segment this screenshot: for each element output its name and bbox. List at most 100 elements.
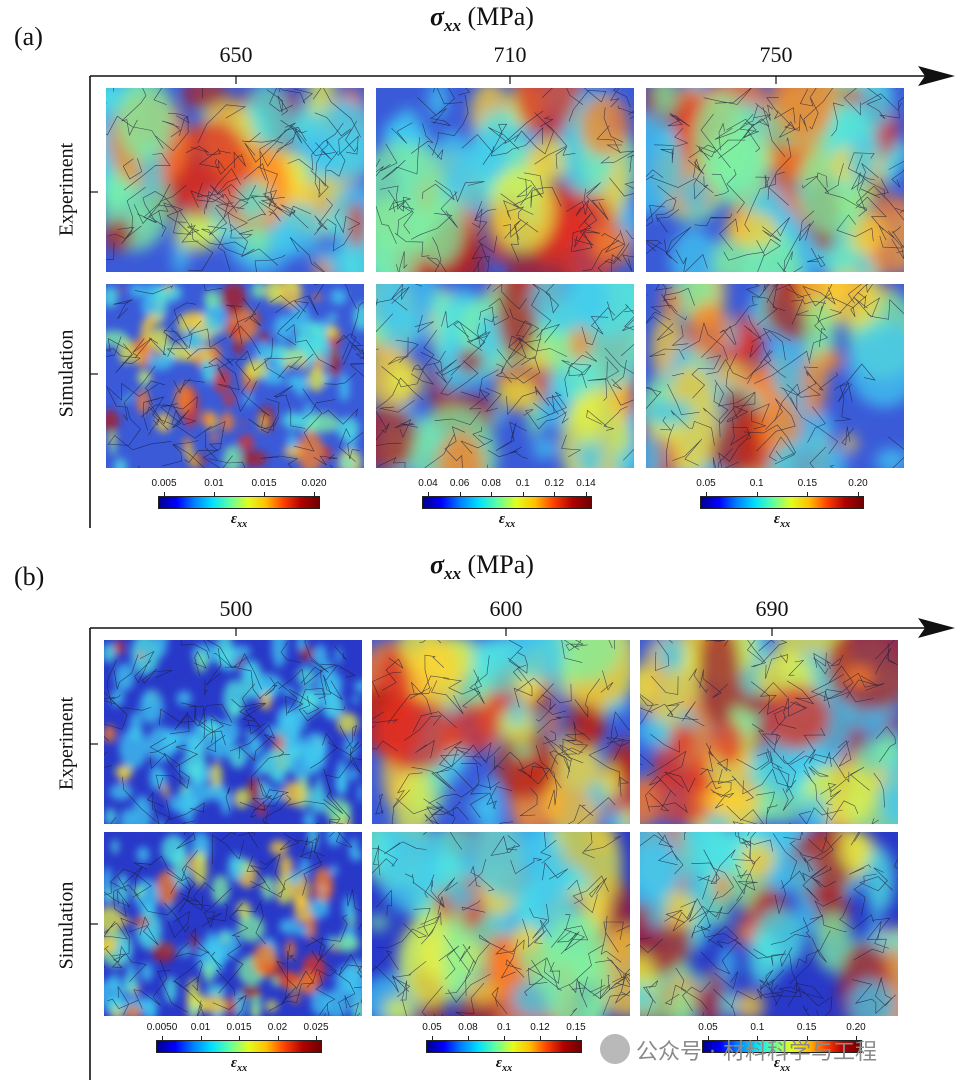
colorbar-tick-label: 0.20 bbox=[848, 478, 868, 489]
colorbar-a-2: 0.04 0.06 0.08 0.1 0.12 0.14 εxx bbox=[418, 478, 596, 538]
colorbar-tick-label: 0.15 bbox=[797, 478, 818, 489]
colorbar-tick-label: 0.01 bbox=[204, 478, 224, 489]
colorbar-tick-mark bbox=[576, 1036, 577, 1040]
colorbar-label: εxx bbox=[498, 511, 516, 530]
stress-level-a-1: 650 bbox=[219, 42, 253, 67]
colorbar-tick-label: 0.1 bbox=[497, 1022, 511, 1033]
colorbar-tick-mark bbox=[858, 492, 859, 496]
colorbar-tick-label: 0.15 bbox=[796, 1022, 817, 1033]
colorbar-tick-mark bbox=[856, 1036, 857, 1040]
colorbar-label: εxx bbox=[230, 1055, 248, 1074]
strain-map-b-exp-600 bbox=[372, 640, 630, 824]
axis-symbol: σ bbox=[430, 2, 445, 31]
strain-map-a-exp-750 bbox=[646, 88, 904, 272]
strain-field bbox=[376, 284, 634, 468]
strain-map-a-sim-750 bbox=[646, 284, 904, 468]
colorbar-tick-label: 0.020 bbox=[301, 478, 327, 489]
colorbar-tick-mark bbox=[522, 492, 524, 496]
colorbar-tick-mark bbox=[264, 492, 265, 496]
colorbar-tick-mark bbox=[807, 492, 809, 496]
colorbar-gradient bbox=[700, 496, 864, 509]
panel-b-axis-title: σxx (MPa) bbox=[430, 550, 534, 584]
strain-map-a-sim-650 bbox=[106, 284, 364, 468]
row-label-experiment-b: Experiment bbox=[55, 696, 78, 791]
colorbar-tick-label: 0.08 bbox=[481, 478, 501, 489]
colorbar-tick-mark bbox=[491, 492, 493, 496]
colorbar-tick-mark bbox=[214, 492, 215, 496]
stress-level-a-3: 750 bbox=[759, 42, 793, 67]
colorbar-tick-mark bbox=[708, 1036, 709, 1040]
stress-level-b-2: 600 bbox=[489, 596, 523, 621]
strain-field bbox=[372, 832, 630, 1016]
strain-map-b-sim-600 bbox=[372, 832, 630, 1016]
colorbar-tick-mark bbox=[316, 1036, 317, 1040]
colorbar-tick-mark bbox=[432, 1036, 433, 1040]
colorbar-tick-mark bbox=[428, 492, 429, 496]
colorbar-b-3: 0.05 0.1 0.15 0.20 εxx bbox=[698, 1022, 866, 1082]
row-label-simulation-a: Simulation bbox=[55, 329, 78, 418]
panel-b-axes bbox=[89, 618, 955, 1080]
strain-field bbox=[106, 88, 364, 272]
axis-subscript: xx bbox=[444, 564, 462, 584]
colorbar-label: εxx bbox=[773, 1055, 791, 1074]
strain-map-b-exp-690 bbox=[640, 640, 898, 824]
colorbar-tick-label: 0.06 bbox=[449, 478, 470, 489]
colorbar-b-1: 0.0050 0.01 0.015 0.02 0.025 εxx bbox=[147, 1022, 329, 1082]
colorbar-tick-label: 0.1 bbox=[750, 1022, 765, 1033]
colorbar-tick-label: 0.08 bbox=[458, 1022, 478, 1033]
colorbar-gradient bbox=[422, 496, 592, 509]
panel-b-letter: (b) bbox=[14, 562, 45, 591]
strain-field bbox=[646, 88, 904, 272]
colorbar-tick-mark bbox=[756, 492, 758, 496]
panel-a-letter: (a) bbox=[14, 22, 43, 51]
colorbar-tick-label: 0.1 bbox=[515, 478, 530, 489]
stress-level-b-3: 690 bbox=[755, 596, 789, 621]
axis-unit: (MPa) bbox=[467, 550, 534, 579]
colorbar-tick-label: 0.02 bbox=[267, 1022, 288, 1033]
colorbar-tick-label: 0.20 bbox=[846, 1022, 866, 1033]
colorbar-tick-label: 0.005 bbox=[151, 478, 177, 489]
colorbar-tick-label: 0.12 bbox=[544, 478, 565, 489]
colorbar-gradient bbox=[426, 1040, 582, 1053]
colorbar-tick-label: 0.05 bbox=[696, 478, 716, 489]
strain-map-a-exp-650 bbox=[106, 88, 364, 272]
strain-field bbox=[104, 832, 362, 1016]
colorbar-tick-mark bbox=[706, 492, 707, 496]
colorbar-gradient bbox=[702, 1040, 862, 1053]
colorbar-tick-mark bbox=[200, 1036, 202, 1040]
axis-symbol: σ bbox=[430, 550, 445, 579]
stress-level-a-2: 710 bbox=[493, 42, 527, 67]
colorbar-tick-label: 0.14 bbox=[576, 478, 596, 489]
colorbar-gradient bbox=[158, 496, 320, 509]
colorbar-tick-mark bbox=[277, 1036, 279, 1040]
colorbar-tick-mark bbox=[239, 1036, 240, 1040]
strain-map-a-sim-710 bbox=[376, 284, 634, 468]
colorbar-tick-label: 0.015 bbox=[226, 1022, 252, 1033]
colorbar-b-2: 0.05 0.08 0.1 0.12 0.15 εxx bbox=[422, 1022, 586, 1082]
colorbar-tick-mark bbox=[586, 492, 587, 496]
colorbar-tick-label: 0.15 bbox=[566, 1022, 586, 1033]
strain-field bbox=[104, 640, 362, 824]
colorbar-tick-label: 0.01 bbox=[190, 1022, 211, 1033]
axis-unit: (MPa) bbox=[467, 2, 534, 31]
watermark-text: 公众号 · 材料科学与工程 bbox=[636, 1040, 877, 1065]
colorbar-tick-mark bbox=[806, 1036, 808, 1040]
colorbar-a-3: 0.05 0.1 0.15 0.20 εxx bbox=[696, 478, 868, 538]
x-axis-arrow-icon bbox=[918, 618, 955, 638]
axis-subscript: xx bbox=[444, 16, 462, 36]
colorbar-tick-label: 0.05 bbox=[698, 1022, 718, 1033]
strain-field bbox=[640, 832, 898, 1016]
colorbar-tick-mark bbox=[164, 492, 165, 496]
strain-field bbox=[106, 284, 364, 468]
colorbar-tick-mark bbox=[314, 492, 315, 496]
row-label-experiment-a: Experiment bbox=[55, 142, 78, 237]
colorbar-tick-label: 0.12 bbox=[530, 1022, 550, 1033]
colorbar-label: εxx bbox=[230, 511, 248, 530]
colorbar-tick-mark bbox=[554, 492, 556, 496]
colorbar-tick-mark bbox=[504, 1036, 505, 1040]
colorbar-tick-label: 0.025 bbox=[303, 1022, 329, 1033]
wechat-icon bbox=[600, 1034, 630, 1064]
row-label-simulation-b: Simulation bbox=[55, 881, 78, 970]
colorbar-tick-mark bbox=[162, 1036, 163, 1040]
colorbar-a-1: 0.005 0.01 0.015 0.020 εxx bbox=[151, 478, 326, 538]
